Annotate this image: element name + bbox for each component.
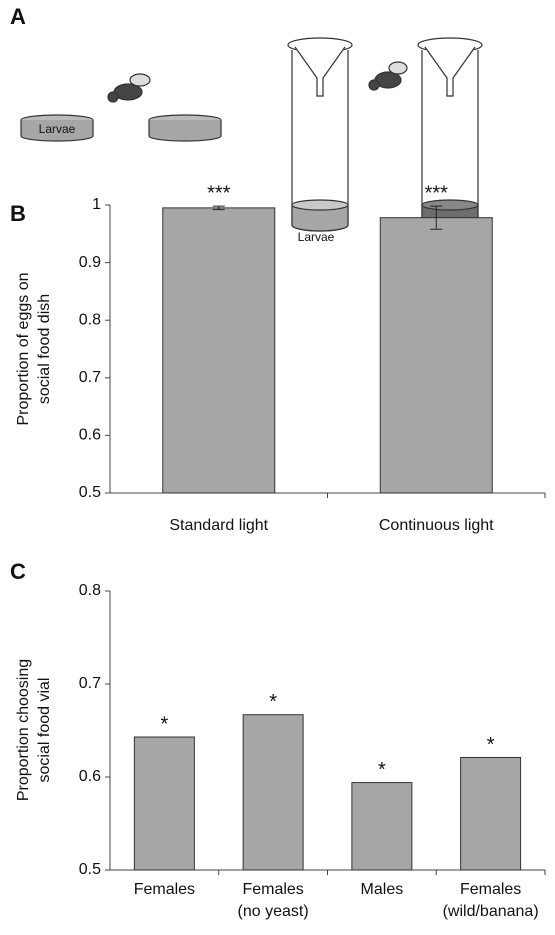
bar xyxy=(460,756,522,871)
x-tick-label: (wild/banana) xyxy=(443,903,539,920)
y-tick-label: 0.8 xyxy=(79,582,101,599)
significance: * xyxy=(160,713,168,735)
bar xyxy=(351,782,413,871)
y-tick-label: 0.9 xyxy=(79,254,101,271)
y-tick-label: 0.6 xyxy=(79,768,101,785)
x-tick-label: Standard light xyxy=(169,517,268,534)
panel-label: C xyxy=(10,559,26,584)
bar xyxy=(379,217,493,494)
x-tick-label: Females xyxy=(134,881,195,898)
panel-a-diagram xyxy=(20,37,483,232)
y-tick-label: 1 xyxy=(92,196,101,213)
significance: *** xyxy=(207,182,231,204)
bar xyxy=(162,207,276,494)
y-axis-label: social food vial xyxy=(36,678,53,783)
y-tick-label: 0.5 xyxy=(79,484,101,501)
significance: *** xyxy=(425,182,449,204)
panel-label: B xyxy=(10,201,26,226)
error-bar xyxy=(430,205,443,230)
x-tick-label: Continuous light xyxy=(379,517,494,534)
x-tick-label: Females xyxy=(460,881,521,898)
y-axis-label: Proportion of eggs on xyxy=(15,273,32,426)
significance: * xyxy=(378,759,386,781)
y-tick-label: 0.7 xyxy=(79,369,101,386)
panel-label: A xyxy=(10,4,26,29)
dish-label: Larvae xyxy=(39,122,76,136)
bar xyxy=(133,736,195,871)
y-tick-label: 0.5 xyxy=(79,861,101,878)
y-tick-label: 0.6 xyxy=(79,427,101,444)
significance: * xyxy=(487,734,495,756)
y-tick-label: 0.7 xyxy=(79,675,101,692)
bar xyxy=(242,714,304,871)
x-tick-label: Females xyxy=(242,881,303,898)
significance: * xyxy=(269,691,277,713)
x-tick-label: (no yeast) xyxy=(238,903,309,920)
y-axis-label: social food dish xyxy=(36,294,53,404)
y-axis-label: Proportion choosing xyxy=(15,659,32,801)
x-tick-label: Males xyxy=(361,881,404,898)
vial-label: Larvae xyxy=(298,230,335,244)
error-bar xyxy=(212,205,225,211)
y-tick-label: 0.8 xyxy=(79,311,101,328)
